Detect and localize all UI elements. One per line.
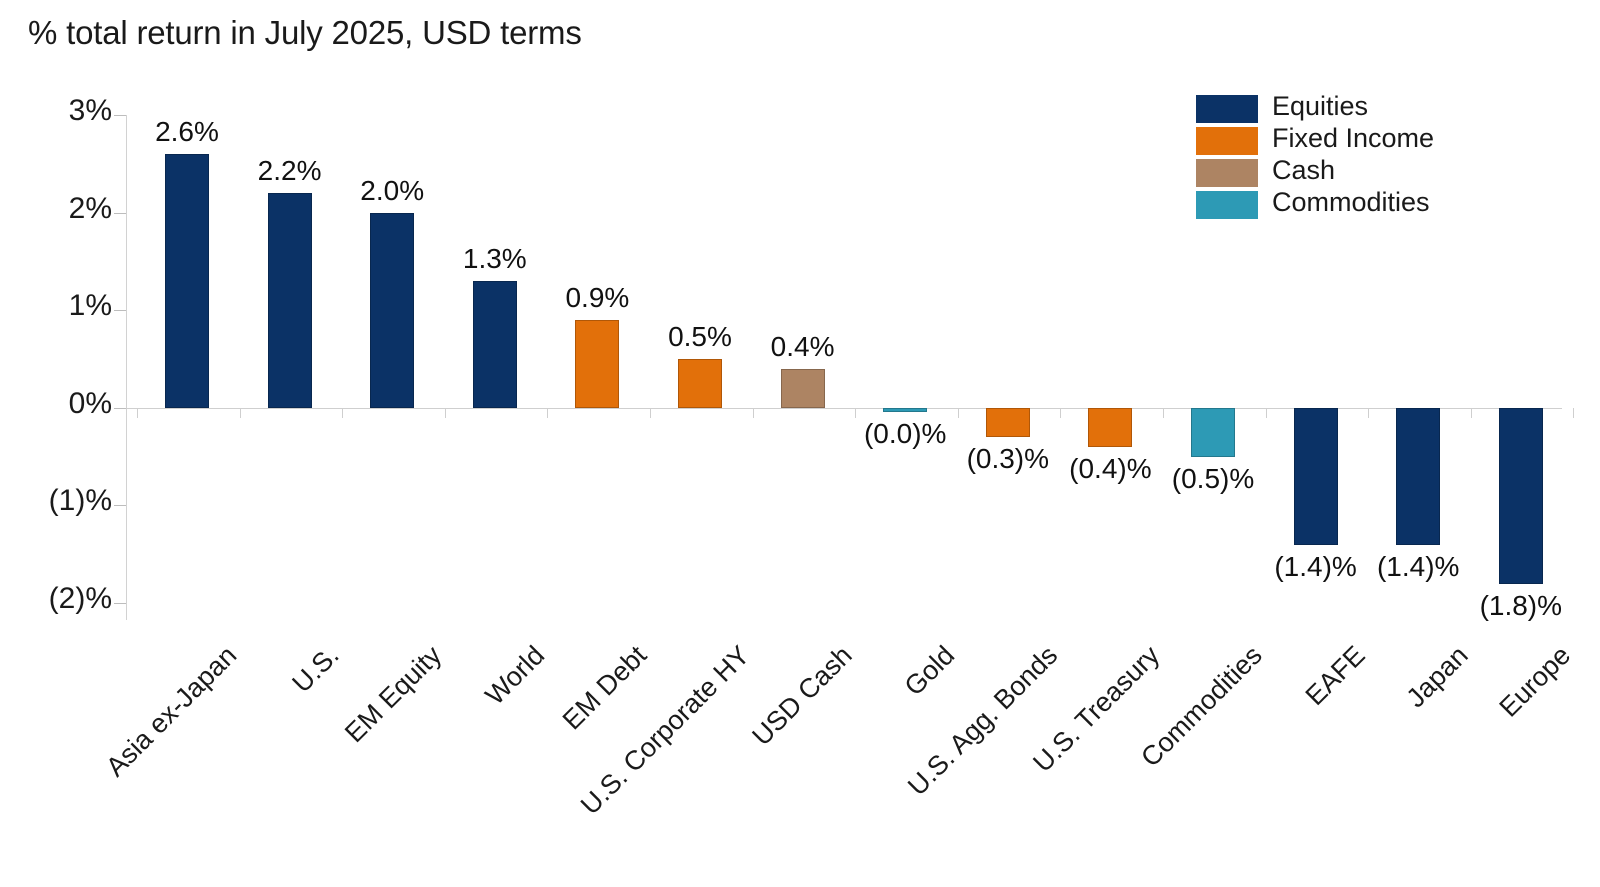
legend-label: Fixed Income bbox=[1272, 123, 1435, 153]
bar-value-label: 2.6% bbox=[155, 116, 219, 148]
x-axis-minor-tick bbox=[1573, 408, 1575, 418]
bar-value-label: (0.4)% bbox=[1069, 453, 1152, 485]
x-axis-category-label: Europe bbox=[1493, 640, 1577, 723]
bar[interactable]: (0.5)% bbox=[1172, 115, 1254, 620]
x-axis-minor-tick bbox=[855, 408, 857, 418]
x-axis-category-label: Asia ex-Japan bbox=[100, 640, 243, 783]
bar-value-label: 0.9% bbox=[565, 282, 630, 314]
zero-baseline bbox=[126, 408, 1562, 409]
chart-title: % total return in July 2025, USD terms bbox=[28, 14, 582, 51]
legend-swatch bbox=[1196, 95, 1258, 123]
bar-value-label: 2.2% bbox=[257, 155, 322, 187]
bar-value-label: 1.3% bbox=[462, 243, 527, 275]
bar[interactable]: 0.9% bbox=[565, 115, 629, 620]
bar-rect[interactable] bbox=[1498, 408, 1543, 584]
bar[interactable]: (1.4)% bbox=[1377, 115, 1459, 620]
x-axis-category-label: Japan bbox=[1400, 640, 1474, 714]
y-axis-tick bbox=[114, 310, 126, 312]
y-axis-tick-label: 2% bbox=[68, 191, 112, 225]
bar-rect[interactable] bbox=[165, 154, 209, 408]
x-axis-category-label: Gold bbox=[898, 640, 961, 702]
legend-swatch bbox=[1196, 191, 1258, 219]
x-axis-category-label: EM Debt bbox=[557, 640, 653, 736]
y-axis-tick-label: 1% bbox=[68, 289, 112, 323]
bar-value-label: (0.0)% bbox=[863, 418, 947, 449]
legend-label: Equities bbox=[1272, 91, 1369, 121]
bar-rect[interactable] bbox=[267, 193, 312, 408]
legend-label: Cash bbox=[1272, 155, 1336, 185]
x-axis-minor-tick bbox=[547, 408, 549, 418]
x-axis-category-label: USD Cash bbox=[746, 640, 858, 752]
bar-rect[interactable] bbox=[1191, 408, 1235, 457]
x-axis-minor-tick bbox=[342, 408, 344, 418]
bar-value-label: 2.0% bbox=[360, 174, 425, 206]
x-axis-minor-tick bbox=[137, 408, 138, 418]
x-axis-minor-tick bbox=[650, 408, 651, 418]
x-axis-category-label: World bbox=[479, 640, 551, 711]
x-axis-minor-tick bbox=[1470, 408, 1472, 418]
y-axis-line bbox=[126, 115, 127, 620]
x-axis-minor-tick bbox=[1060, 408, 1062, 418]
x-axis-category-label: EAFE bbox=[1299, 640, 1371, 712]
x-axis-minor-tick bbox=[752, 408, 754, 418]
bar-rect[interactable] bbox=[472, 281, 517, 408]
y-axis-tick-label: 3% bbox=[68, 94, 112, 127]
y-axis-tick bbox=[114, 603, 126, 604]
bar[interactable]: (0.3)% bbox=[967, 115, 1049, 620]
y-axis-tick bbox=[114, 115, 126, 116]
y-axis-tick bbox=[114, 212, 126, 214]
bar[interactable]: 2.2% bbox=[258, 115, 322, 620]
x-axis-minor-tick bbox=[957, 408, 959, 418]
x-axis-minor-tick bbox=[1163, 408, 1164, 418]
bar[interactable]: (1.8)% bbox=[1480, 115, 1562, 621]
bar[interactable]: (0.4)% bbox=[1069, 115, 1152, 620]
y-axis-tick bbox=[114, 407, 126, 409]
x-axis-category-label: EM Equity bbox=[339, 640, 448, 749]
legend-swatch bbox=[1196, 127, 1258, 155]
legend-swatch bbox=[1196, 159, 1258, 187]
y-axis-tick-label: 0% bbox=[68, 386, 112, 420]
bar-value-label: (0.3)% bbox=[966, 443, 1050, 475]
bar-rect[interactable] bbox=[780, 368, 825, 408]
bar[interactable]: 2.0% bbox=[360, 115, 424, 620]
bar-rect[interactable] bbox=[883, 408, 928, 412]
legend-label: Commodities bbox=[1272, 187, 1430, 217]
bar-value-label: (0.5)% bbox=[1171, 462, 1255, 494]
bar-value-label: (1.8)% bbox=[1479, 589, 1563, 621]
bar-value-label: 0.4% bbox=[770, 330, 835, 362]
bar[interactable]: (1.4)% bbox=[1274, 115, 1357, 620]
bar-rect[interactable] bbox=[1293, 408, 1338, 545]
plot-area: 2.6% 2.2% 2.0% 1.3% 0.9% 0.5% 0.4% (0.0)% (0.3)%… bbox=[114, 115, 1575, 621]
x-axis-minor-tick bbox=[239, 408, 241, 418]
bar[interactable]: 1.3% bbox=[463, 115, 527, 620]
bar-rect[interactable] bbox=[575, 320, 620, 408]
bar[interactable]: 0.4% bbox=[771, 115, 835, 620]
bar-rect[interactable] bbox=[1088, 408, 1133, 448]
x-axis-minor-tick bbox=[444, 408, 446, 418]
bar-rect[interactable] bbox=[370, 212, 415, 408]
bar-rect[interactable] bbox=[678, 359, 722, 408]
y-axis-tick-label: (1)% bbox=[48, 484, 112, 518]
bar[interactable]: (0.0)% bbox=[864, 115, 946, 620]
x-axis-minor-tick bbox=[1368, 408, 1370, 418]
y-axis-tick bbox=[114, 505, 126, 507]
bar-value-label: 0.5% bbox=[668, 321, 732, 353]
bar-value-label: (1.4)% bbox=[1376, 550, 1460, 582]
x-axis-category-label: U.S. bbox=[286, 640, 345, 699]
bar-rect[interactable] bbox=[985, 408, 1030, 438]
bar-value-label: (1.4)% bbox=[1274, 550, 1357, 582]
x-axis-minor-tick bbox=[1265, 408, 1267, 418]
y-axis-tick-label: (2)% bbox=[48, 582, 112, 615]
bar[interactable]: 2.6% bbox=[155, 115, 219, 620]
bar[interactable]: 0.5% bbox=[668, 115, 732, 620]
bar-rect[interactable] bbox=[1396, 408, 1441, 545]
